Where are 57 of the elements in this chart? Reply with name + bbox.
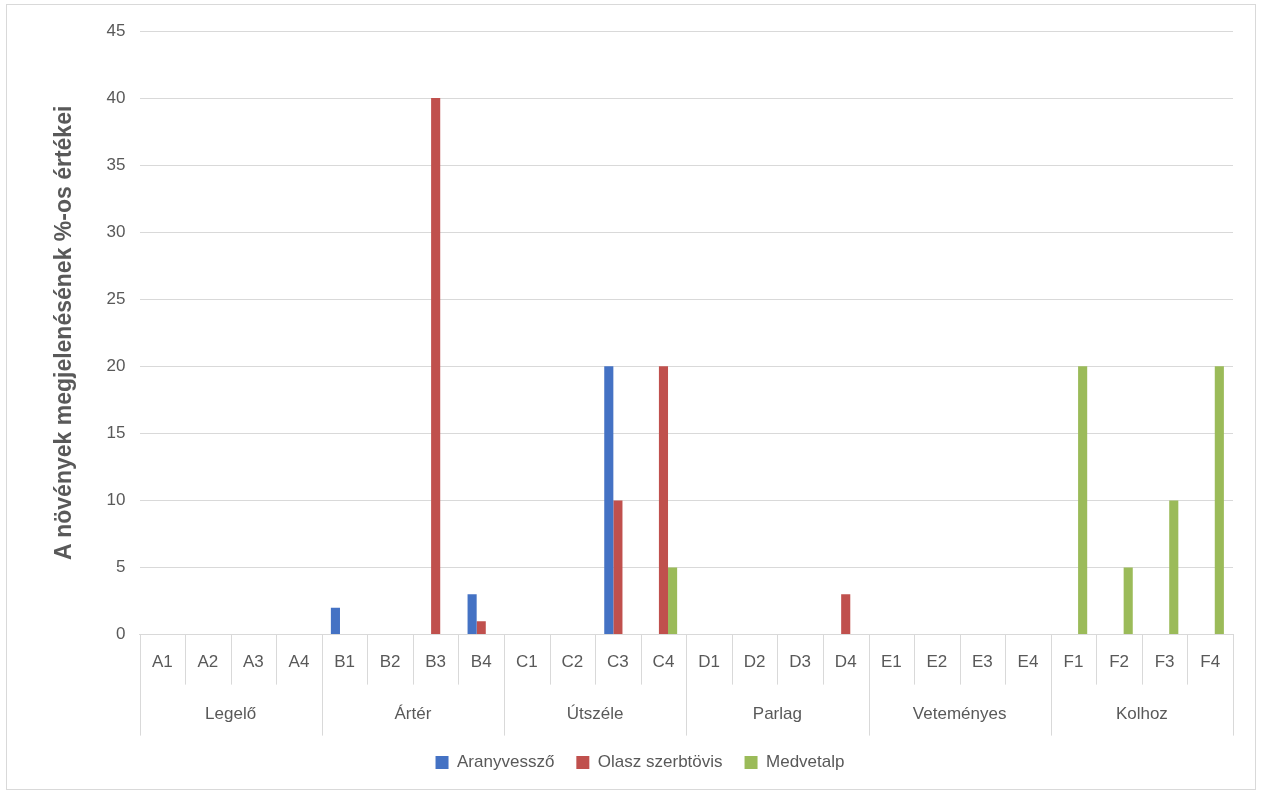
- y-tick-label: 35: [106, 154, 126, 174]
- bar: [1123, 567, 1133, 635]
- bar: [1078, 366, 1088, 635]
- bar: [330, 607, 340, 635]
- x-tick-label: E2: [926, 652, 948, 672]
- y-tick-label: 5: [116, 557, 126, 577]
- text: Veteményes: [912, 704, 1007, 724]
- x-tick-label: C4: [652, 652, 675, 672]
- y-tick-label: 30: [106, 221, 126, 241]
- text: Kolhoz: [1115, 704, 1168, 724]
- x-tick-label: A4: [288, 652, 310, 672]
- y-tick-label: 10: [106, 490, 126, 510]
- bar: [841, 594, 851, 635]
- bar: [658, 366, 669, 635]
- x-tick-label: D1: [698, 652, 720, 672]
- x-tick-label: A2: [197, 652, 219, 672]
- legend-label: Medvetalp: [766, 752, 845, 772]
- x-tick-label: C2: [561, 652, 584, 672]
- text: Útszéle: [566, 704, 624, 724]
- text: Legelő: [205, 704, 257, 724]
- bar: [467, 594, 477, 635]
- bar: [613, 500, 623, 635]
- text: Ártér: [394, 704, 432, 724]
- legend-label: Olasz szerbtövis: [597, 752, 723, 772]
- x-tick-label: E4: [1017, 652, 1039, 672]
- bar: [668, 567, 678, 635]
- y-tick-label: 20: [106, 356, 126, 376]
- bar: [1214, 366, 1224, 635]
- x-tick-label: F4: [1200, 652, 1221, 672]
- x-tick-label: C1: [515, 652, 538, 672]
- x-tick-label: D3: [789, 652, 812, 672]
- y-tick-label: 25: [106, 288, 126, 308]
- bar: [604, 366, 614, 635]
- x-tick-label: A1: [151, 652, 173, 672]
- x-tick-label: B4: [470, 652, 492, 672]
- bar: [431, 98, 441, 635]
- x-tick-label: F1: [1063, 652, 1084, 672]
- y-tick-label: 45: [106, 20, 126, 40]
- x-tick-label: B2: [379, 652, 401, 672]
- legend-label: Aranyvessző: [457, 752, 555, 772]
- y-axis-title: A növények megjelenésének %-os értékei: [50, 105, 77, 560]
- x-tick-label: D4: [834, 652, 857, 672]
- x-tick-label: C3: [607, 652, 629, 672]
- x-tick-label: B3: [425, 652, 447, 672]
- x-tick-label: A3: [243, 652, 264, 672]
- text: Parlag: [752, 704, 802, 724]
- y-tick-label: 0: [116, 624, 126, 644]
- y-tick-label: 40: [106, 87, 126, 107]
- bar: [1169, 500, 1179, 635]
- x-tick-label: F3: [1154, 652, 1175, 672]
- bar: [476, 621, 486, 635]
- x-tick-label: E1: [880, 652, 902, 672]
- x-tick-label: F2: [1109, 652, 1130, 672]
- x-tick-label: E3: [972, 652, 993, 672]
- x-tick-label: D2: [743, 652, 766, 672]
- y-tick-label: 15: [106, 423, 126, 443]
- x-tick-label: B1: [334, 652, 355, 672]
